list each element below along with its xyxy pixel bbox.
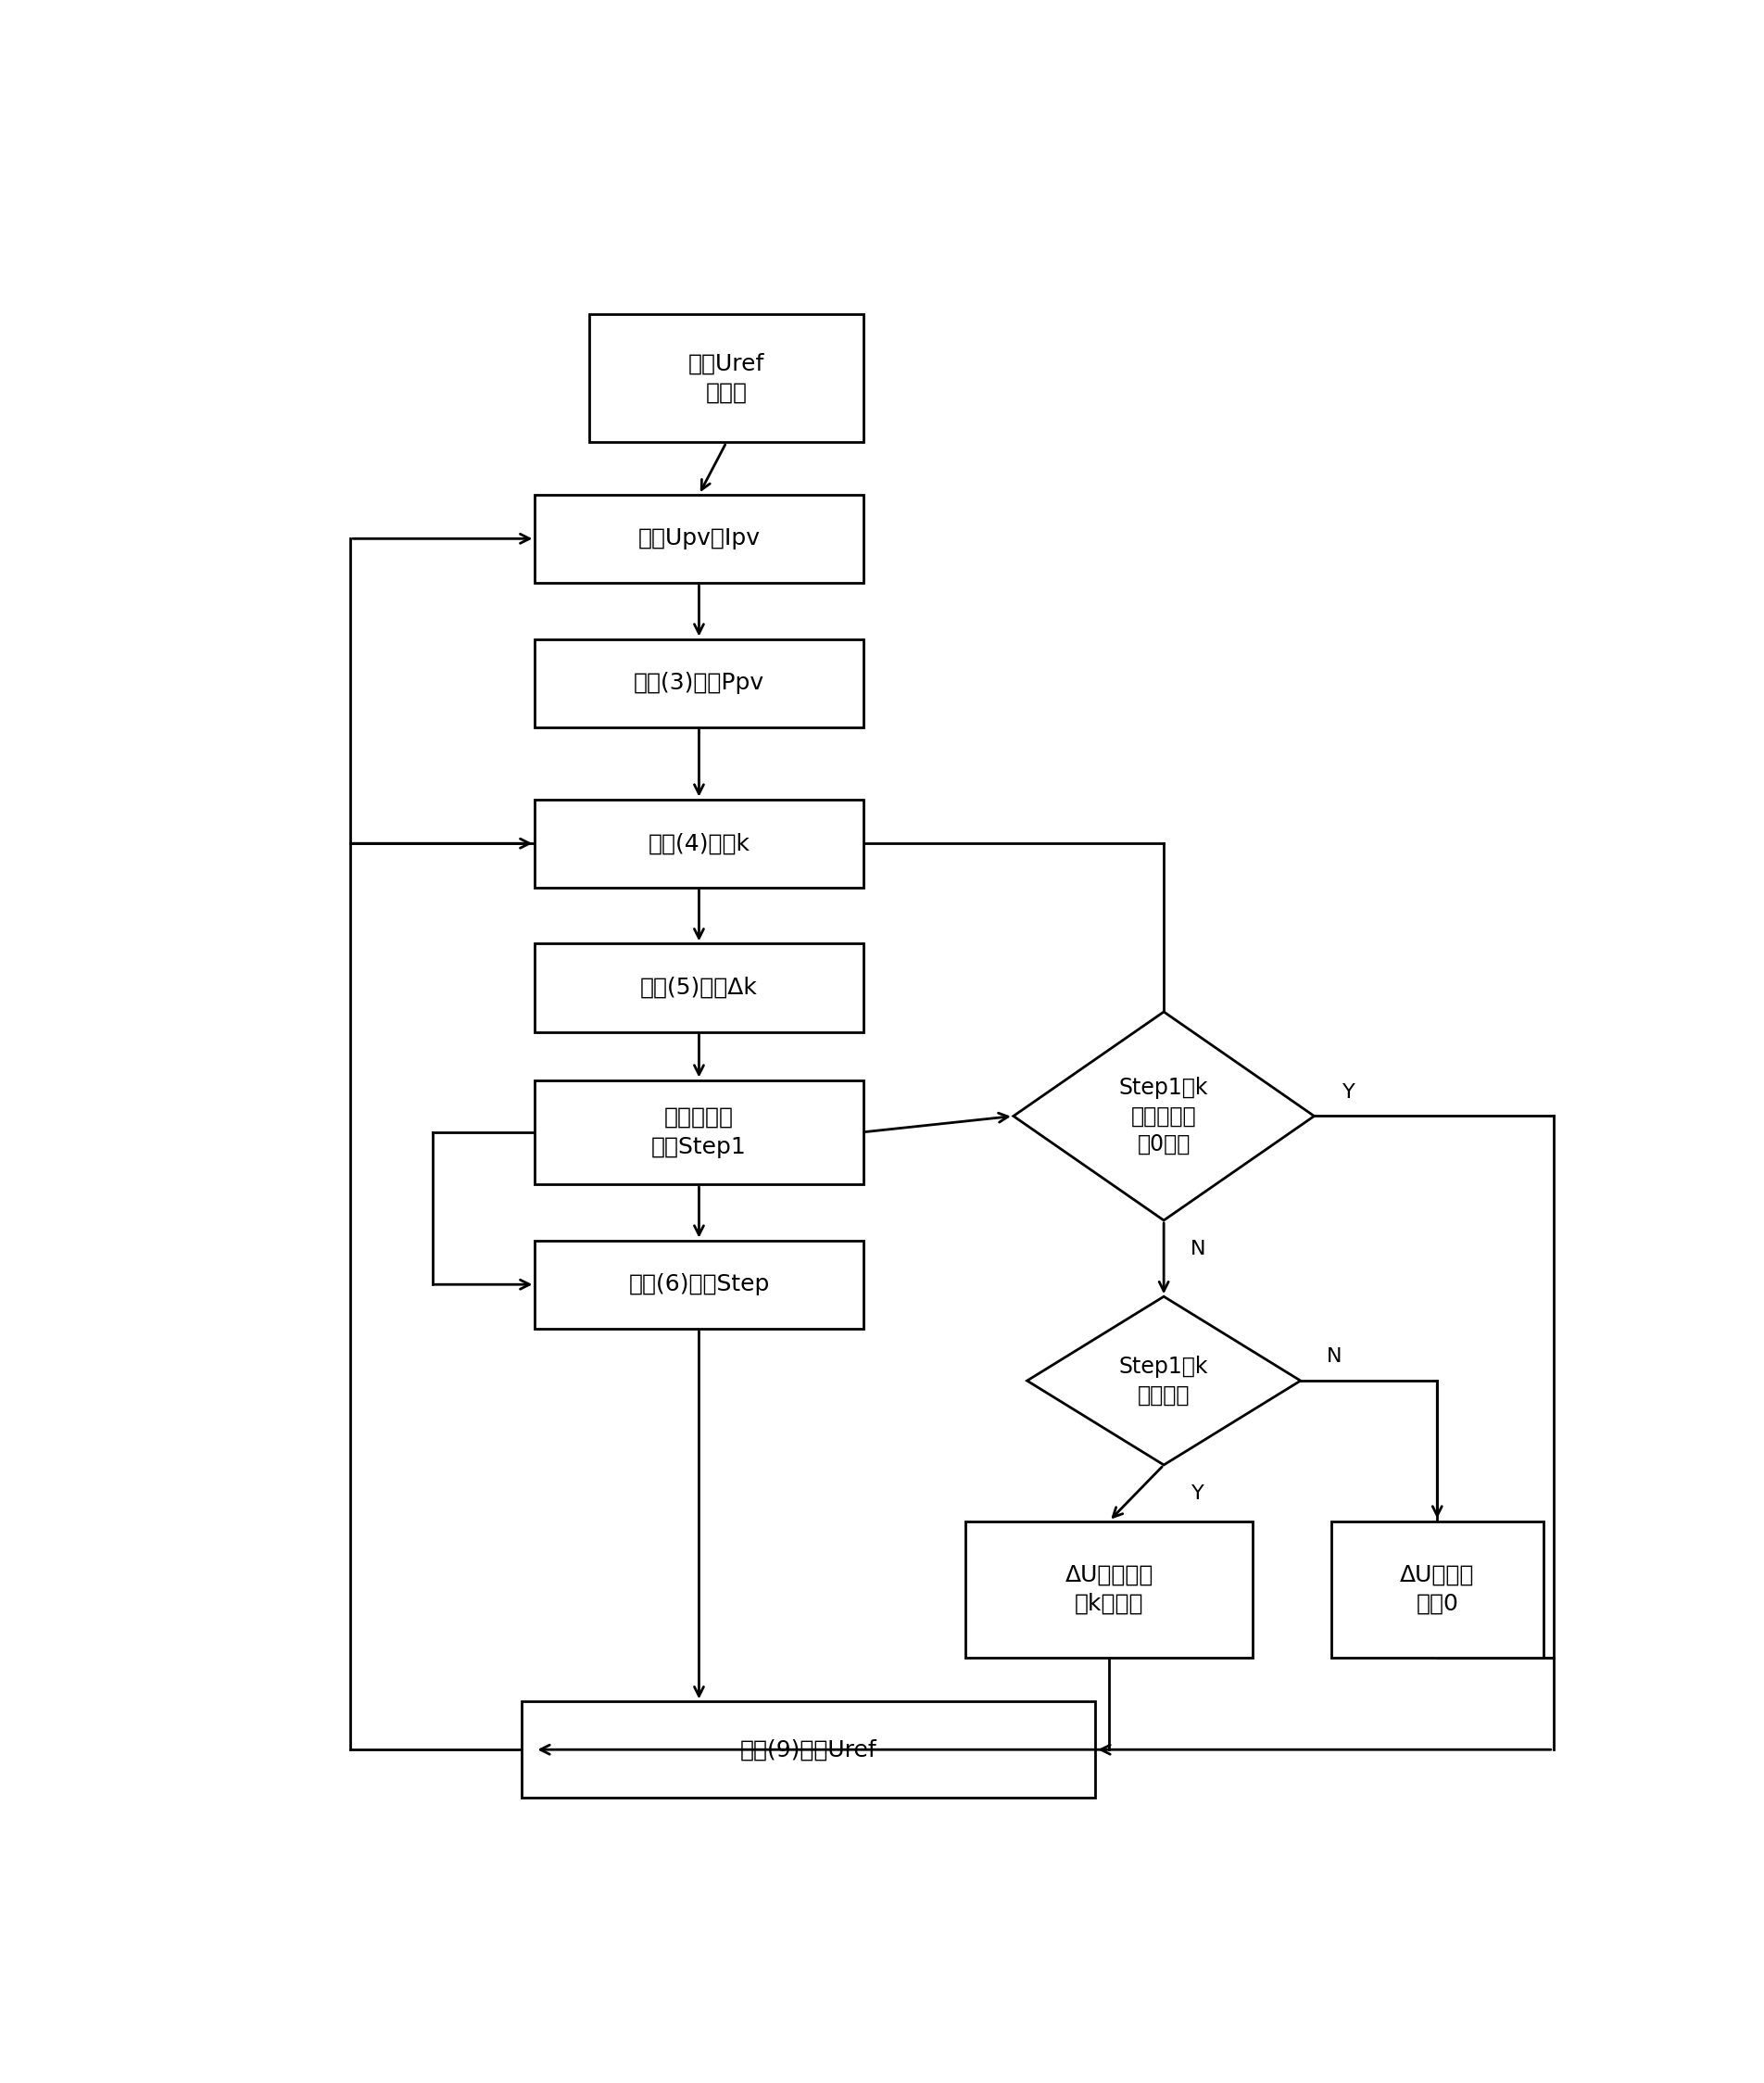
Text: Y: Y: [1342, 1083, 1355, 1102]
Text: 按式(9)计算Uref: 按式(9)计算Uref: [739, 1739, 877, 1760]
Polygon shape: [1013, 1012, 1314, 1221]
FancyBboxPatch shape: [534, 494, 863, 583]
FancyBboxPatch shape: [589, 315, 863, 442]
FancyBboxPatch shape: [534, 944, 863, 1031]
FancyBboxPatch shape: [534, 1239, 863, 1329]
Text: N: N: [1327, 1348, 1342, 1366]
FancyBboxPatch shape: [534, 800, 863, 887]
FancyBboxPatch shape: [965, 1521, 1252, 1658]
FancyBboxPatch shape: [1332, 1521, 1544, 1658]
Text: 按式(6)计算Step: 按式(6)计算Step: [628, 1273, 769, 1296]
Text: 按式(5)计算Δk: 按式(5)计算Δk: [640, 977, 759, 1000]
Text: Step1和k
至少有一个
为0吗？: Step1和k 至少有一个 为0吗？: [1118, 1077, 1208, 1156]
Text: 给定Uref
初始值: 给定Uref 初始值: [688, 352, 764, 404]
Text: 由模糊控制
得到Step1: 由模糊控制 得到Step1: [651, 1106, 746, 1158]
FancyBboxPatch shape: [534, 1079, 863, 1185]
Text: ΔU的符号取
为k的符号: ΔU的符号取 为k的符号: [1065, 1564, 1154, 1614]
Polygon shape: [1027, 1296, 1300, 1464]
Text: 按式(4)计算k: 按式(4)计算k: [647, 833, 750, 854]
Text: N: N: [1191, 1239, 1205, 1258]
Text: ΔU的符号
取为0: ΔU的符号 取为0: [1401, 1564, 1475, 1614]
FancyBboxPatch shape: [534, 639, 863, 727]
Text: Step1和k
同号吗？: Step1和k 同号吗？: [1118, 1356, 1208, 1406]
Text: 检测Upv、Ipv: 检测Upv、Ipv: [639, 527, 760, 550]
Text: Y: Y: [1192, 1485, 1205, 1504]
FancyBboxPatch shape: [522, 1702, 1095, 1798]
Text: 按式(3)计算Ppv: 按式(3)计算Ppv: [633, 673, 764, 694]
